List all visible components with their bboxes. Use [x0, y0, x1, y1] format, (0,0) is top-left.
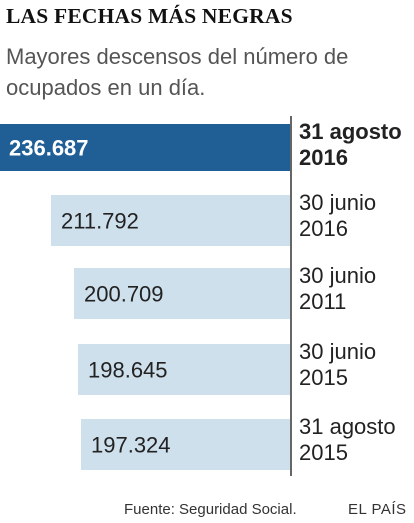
- category-label-0: 31 agosto 2016: [299, 119, 402, 170]
- brand-logo-text: EL PAÍS: [348, 501, 407, 518]
- value-label-2: 200.709: [84, 282, 164, 307]
- value-label-1: 211.792: [61, 209, 139, 234]
- chart-title: LAS FECHAS MÁS NEGRAS: [6, 4, 293, 28]
- value-label-4: 197.324: [91, 433, 171, 458]
- category-label-4: 31 agosto 2015: [299, 414, 396, 465]
- bar-3: [78, 344, 290, 395]
- bar-4: [81, 419, 290, 470]
- category-label-1: 30 junio 2016: [299, 190, 376, 241]
- bars-layer: [0, 124, 290, 470]
- bar-1: [51, 195, 290, 246]
- value-label-3: 198.645: [88, 358, 168, 383]
- bar-0: [0, 124, 290, 171]
- source-note: Fuente: Seguridad Social.: [124, 501, 297, 518]
- value-label-0: 236.687: [9, 136, 89, 161]
- bar-2: [74, 268, 290, 319]
- category-label-3: 30 junio 2015: [299, 339, 376, 390]
- chart-subtitle: Mayores descensos del número de ocupados…: [6, 44, 349, 100]
- category-label-2: 30 junio 2011: [299, 263, 376, 314]
- labels-layer: 236.687 31 agosto 2016 211.792 30 junio 2016 2…: [9, 119, 402, 465]
